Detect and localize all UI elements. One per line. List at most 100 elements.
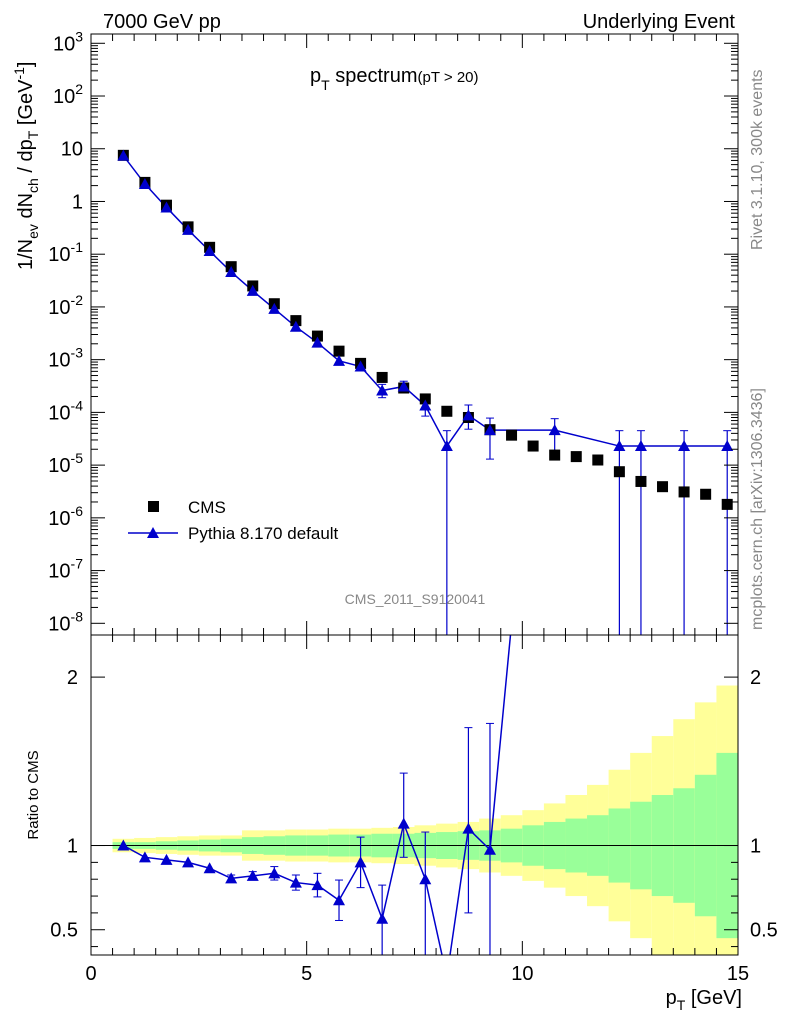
ratio-point xyxy=(117,839,130,851)
cms-point xyxy=(506,429,518,441)
y-tick-exp: -3 xyxy=(71,345,84,361)
cms-point xyxy=(570,451,582,463)
y-tick-label: 103 xyxy=(53,28,83,55)
pythia-point xyxy=(354,360,367,372)
y-tick-exp: -8 xyxy=(71,608,84,624)
pythia-point xyxy=(333,354,346,366)
header-right: Underlying Event xyxy=(583,11,736,33)
y-tick-label: 102 xyxy=(53,81,83,108)
y-tick-label: 10 xyxy=(61,139,83,161)
y-tick-exp: -4 xyxy=(71,397,84,413)
y-tick-base: 10 xyxy=(48,402,70,424)
legend-cms-label: CMS xyxy=(188,498,226,517)
pythia-point xyxy=(268,302,281,314)
cms-point xyxy=(613,466,625,478)
y-tick-base: 1 xyxy=(72,191,83,213)
ratio-point xyxy=(268,867,281,879)
pythia-point xyxy=(613,440,626,452)
ylabel-d-sup: -1 xyxy=(11,67,27,80)
y-tick-exp: -5 xyxy=(71,450,84,466)
ratio-point xyxy=(333,894,346,906)
pythia-point xyxy=(419,399,432,411)
ratio-panel: 2 2 1 1 0.5 0.5 0 5 10 15 Ratio to CMS pT [GeV] xyxy=(25,634,778,1013)
main-title-p: p xyxy=(310,65,321,87)
watermark: CMS_2011_S9120041 xyxy=(345,591,486,607)
legend-cms-marker xyxy=(148,501,159,512)
y-tick-exp: -1 xyxy=(71,239,84,255)
legend-pythia-marker xyxy=(147,527,159,538)
ratio-point xyxy=(289,876,302,888)
cms-point xyxy=(549,449,561,461)
xlabel-p: p xyxy=(666,987,677,1009)
x-tick-label: 5 xyxy=(301,963,312,985)
pythia-point xyxy=(225,265,238,277)
ratio-point xyxy=(225,872,238,884)
ylabel-b-sub: ch xyxy=(25,178,41,193)
pythia-point xyxy=(182,223,195,235)
cms-point xyxy=(721,498,733,510)
x-tick-label: 10 xyxy=(511,963,533,985)
ratio-point xyxy=(160,853,173,865)
cms-point xyxy=(376,371,388,383)
cms-point xyxy=(678,486,690,498)
header-left: 7000 GeV pp xyxy=(103,11,221,33)
main-ylabel: 1/Nev dNch / dpT [GeV-1] xyxy=(11,62,41,270)
cms-point xyxy=(527,440,539,452)
main-title-sub: T xyxy=(321,77,330,93)
y-tick-label: 10-3 xyxy=(48,345,83,372)
pythia-point xyxy=(678,440,691,452)
y-tick-label: 10-1 xyxy=(48,239,83,266)
x-tick-label: 0 xyxy=(85,963,96,985)
pythia-point xyxy=(311,336,324,348)
ratio-point xyxy=(138,851,151,863)
pythia-point xyxy=(246,284,259,296)
y-tick-exp: -2 xyxy=(71,292,84,308)
y-tick-label: 10-7 xyxy=(48,556,83,583)
y-tick-base: 10 xyxy=(48,613,70,635)
ratio-point xyxy=(311,879,324,891)
ratio-ylabel: Ratio to CMS xyxy=(25,750,42,839)
cms-point xyxy=(290,315,302,327)
pythia-point xyxy=(138,177,151,189)
ratio-point xyxy=(419,873,432,885)
ylabel-c: / dp xyxy=(15,139,37,178)
ratio-xlabel: pT [GeV] xyxy=(666,987,742,1013)
pythia-point xyxy=(376,384,389,396)
ylabel-a-sub: ev xyxy=(25,224,41,239)
ratio-y-tick-label: 1 xyxy=(67,836,78,858)
ratio-point xyxy=(376,912,389,924)
ratio-point xyxy=(246,869,259,881)
ratio-point xyxy=(462,822,475,834)
y-tick-base: 10 xyxy=(61,139,83,161)
pythia-point xyxy=(440,440,453,452)
y-tick-label: 10-8 xyxy=(48,608,83,635)
y-tick-label: 1 xyxy=(72,191,83,213)
y-tick-base: 10 xyxy=(48,508,70,530)
pythia-point xyxy=(548,424,561,436)
main-title-rest: spectrum xyxy=(330,65,418,87)
ratio-point xyxy=(354,856,367,868)
y-tick-label: 10-5 xyxy=(48,450,83,477)
cms-point xyxy=(441,405,453,417)
y-tick-base: 10 xyxy=(48,350,70,372)
cms-point xyxy=(419,393,431,405)
ylabel-d: [GeV xyxy=(15,79,37,131)
ylabel-a: 1/N xyxy=(15,239,37,270)
y-tick-exp: -6 xyxy=(71,503,84,519)
rivet-note: Rivet 3.1.10, 300k events xyxy=(749,69,766,250)
legend-pythia-label: Pythia 8.170 default xyxy=(188,524,339,543)
pythia-point xyxy=(117,149,130,161)
pythia-point xyxy=(203,244,216,256)
legend: CMS Pythia 8.170 default xyxy=(128,498,339,543)
ylabel-e: ] xyxy=(15,62,37,68)
y-tick-label: 10-4 xyxy=(48,397,83,424)
y-tick-label: 10-2 xyxy=(48,292,83,319)
pythia-point xyxy=(397,380,410,392)
y-tick-base: 10 xyxy=(48,561,70,583)
ratio-y-tick-label-right: 2 xyxy=(750,667,761,689)
ratio-y-tick-label: 0.5 xyxy=(50,920,78,942)
xlabel-sub: T xyxy=(677,997,686,1013)
main-title: pT spectrum(pT > 20) xyxy=(310,65,479,93)
y-tick-base: 10 xyxy=(53,33,75,55)
x-tick-label: 15 xyxy=(727,963,749,985)
